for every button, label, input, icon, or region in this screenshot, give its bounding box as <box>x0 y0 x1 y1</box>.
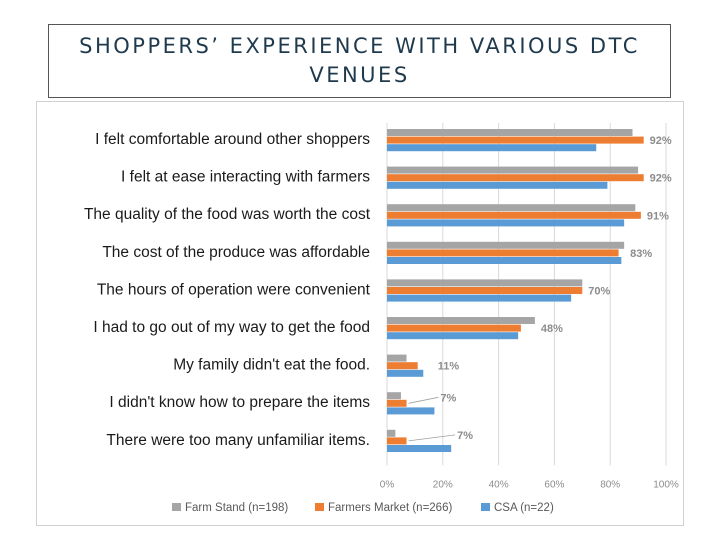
legend: Farm Stand (n=198) Farmers Market (n=266)… <box>172 502 554 514</box>
data-labels: 92% 92% 91% 83% 70% 48% 11% 7% 7% <box>408 135 672 442</box>
category-label: I felt at ease interacting with farmers <box>121 169 370 186</box>
data-label: 48% <box>541 323 563 335</box>
bar-farm-stand <box>387 241 625 249</box>
bar-farmers-market <box>387 174 644 182</box>
bar-farmers-market <box>387 362 418 370</box>
bar-csa <box>387 369 424 377</box>
legend-item: Farmers Market (n=266) <box>315 502 452 514</box>
slide-title-box: SHOPPERS’ EXPERIENCE WITH VARIOUS DTC VE… <box>48 24 671 98</box>
category-label: The quality of the food was worth the co… <box>84 206 371 223</box>
category-label: There were too many unfamiliar items. <box>106 432 370 449</box>
bar-farmers-market <box>387 136 644 144</box>
data-label: 91% <box>647 210 669 222</box>
data-label: 92% <box>650 173 672 185</box>
bar-csa <box>387 144 597 152</box>
data-label: 70% <box>588 286 610 298</box>
bar-csa <box>387 219 625 227</box>
x-tick-label: 40% <box>489 479 509 490</box>
legend-item: CSA (n=22) <box>481 502 554 514</box>
legend-item: Farm Stand (n=198) <box>172 502 288 514</box>
bar-csa <box>387 445 452 452</box>
leader-line <box>408 434 456 442</box>
legend-label: CSA (n=22) <box>494 502 554 514</box>
bar-farmers-market <box>387 249 619 257</box>
legend-label: Farm Stand (n=198) <box>185 502 288 514</box>
bar-farmers-market <box>387 399 407 407</box>
bars <box>387 129 644 452</box>
leader-line <box>408 396 439 404</box>
category-label: My family didn't eat the food. <box>173 357 370 374</box>
x-axis-ticks: 0% 20% 40% 60% 80% 100% <box>380 479 679 490</box>
bar-farm-stand <box>387 204 636 212</box>
bar-farm-stand <box>387 354 407 362</box>
bar-farm-stand <box>387 166 639 174</box>
data-label: 7% <box>440 392 456 404</box>
legend-label: Farmers Market (n=266) <box>328 502 452 514</box>
bar-farm-stand <box>387 317 535 324</box>
legend-swatch <box>172 503 181 511</box>
bar-csa <box>387 181 608 189</box>
bar-farmers-market <box>387 287 583 294</box>
category-label: I felt comfortable around other shoppers <box>95 131 370 148</box>
bar-farm-stand <box>387 392 401 400</box>
bar-farm-stand <box>387 279 583 287</box>
x-tick-label: 100% <box>653 479 679 490</box>
data-label: 83% <box>630 248 652 260</box>
x-tick-label: 60% <box>544 479 564 490</box>
category-labels: I felt comfortable around other shoppers… <box>84 131 371 449</box>
bar-farmers-market <box>387 211 641 219</box>
category-label: I had to go out of my way to get the foo… <box>93 319 370 336</box>
legend-swatch <box>315 503 324 511</box>
bar-csa <box>387 294 572 302</box>
bar-farmers-market <box>387 437 407 445</box>
x-tick-label: 0% <box>380 479 395 490</box>
x-tick-label: 20% <box>433 479 453 490</box>
bar-csa <box>387 257 622 264</box>
data-label: 7% <box>457 430 473 442</box>
bar-farmers-market <box>387 324 521 332</box>
category-label: The hours of operation were convenient <box>97 281 371 298</box>
data-label: 11% <box>438 361 460 373</box>
bar-csa <box>387 332 519 340</box>
data-label: 92% <box>650 135 672 147</box>
x-tick-label: 80% <box>600 479 620 490</box>
category-label: I didn't know how to prepare the items <box>109 394 370 411</box>
legend-swatch <box>481 503 490 511</box>
category-label: The cost of the produce was affordable <box>102 244 370 261</box>
bar-farm-stand <box>387 429 396 437</box>
bar-farm-stand <box>387 129 633 136</box>
bar-csa <box>387 407 435 415</box>
slide-title: SHOPPERS’ EXPERIENCE WITH VARIOUS DTC VE… <box>79 34 640 87</box>
